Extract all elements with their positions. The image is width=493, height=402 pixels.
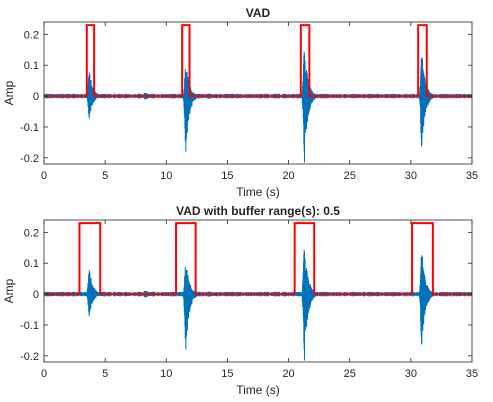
y-tick-label: -0.1 bbox=[20, 122, 39, 134]
axes-box bbox=[43, 21, 473, 165]
plot-area-1: 0 5 10 15 20 25 30 35 -0.2 -0.1 0 0.1 0.2 bbox=[20, 21, 478, 182]
axes-1-ylabel: Amp bbox=[2, 80, 16, 105]
axes-2-title: VAD with buffer range(s): 0.5 bbox=[176, 204, 340, 218]
vad-step-line bbox=[44, 24, 472, 98]
vad-step-line bbox=[44, 222, 472, 296]
y-tick-label: -0.2 bbox=[20, 153, 39, 165]
plot-area-2: 0 5 10 15 20 25 30 35 -0.2 -0.1 0 0.1 0.2 bbox=[20, 219, 478, 380]
y-tick-label: -0.1 bbox=[20, 320, 39, 332]
axes-1-background bbox=[44, 22, 472, 164]
x-tick-label: 15 bbox=[221, 170, 233, 182]
axes-box bbox=[43, 219, 473, 363]
x-tick-label: 5 bbox=[102, 368, 108, 380]
y-tick-label: -0.2 bbox=[20, 351, 39, 363]
x-tick-label: 30 bbox=[405, 368, 417, 380]
y-tick-label: 0 bbox=[33, 91, 39, 103]
x-tick-label: 25 bbox=[344, 170, 356, 182]
x-tick-label: 15 bbox=[221, 368, 233, 380]
y-tick-label: 0.1 bbox=[24, 258, 39, 270]
x-tick-label: 0 bbox=[41, 368, 47, 380]
axes-2-xlabel: Time (s) bbox=[236, 383, 280, 397]
x-tick-label: 25 bbox=[344, 368, 356, 380]
subplot-2: VAD with buffer range(s): 0.5 0 5 10 15 20 25… bbox=[2, 204, 478, 397]
y-tick-label: 0.2 bbox=[24, 29, 39, 41]
axes-2-background bbox=[44, 220, 472, 362]
x-tick-label: 20 bbox=[282, 170, 294, 182]
x-tick-label: 10 bbox=[160, 368, 172, 380]
series-group bbox=[44, 24, 472, 163]
y-tick-label: 0.2 bbox=[24, 227, 39, 239]
x-tick-label: 30 bbox=[405, 170, 417, 182]
subplot-1: VAD 0 5 10 15 20 25 30 35 -0.2 -0.1 0 0.1 0.2 Time (… bbox=[2, 6, 478, 199]
y-tick-label: 0 bbox=[33, 289, 39, 301]
x-tick-label: 20 bbox=[282, 368, 294, 380]
series-group bbox=[44, 222, 472, 361]
x-tick-label: 0 bbox=[41, 170, 47, 182]
axes-1-title: VAD bbox=[246, 6, 271, 20]
x-tick-label: 35 bbox=[466, 170, 478, 182]
axes-1-xlabel: Time (s) bbox=[236, 185, 280, 199]
x-tick-label: 10 bbox=[160, 170, 172, 182]
y-tick-label: 0.1 bbox=[24, 60, 39, 72]
x-tick-label: 5 bbox=[102, 170, 108, 182]
x-tick-label: 35 bbox=[466, 368, 478, 380]
axes-2-ylabel: Amp bbox=[2, 278, 16, 303]
